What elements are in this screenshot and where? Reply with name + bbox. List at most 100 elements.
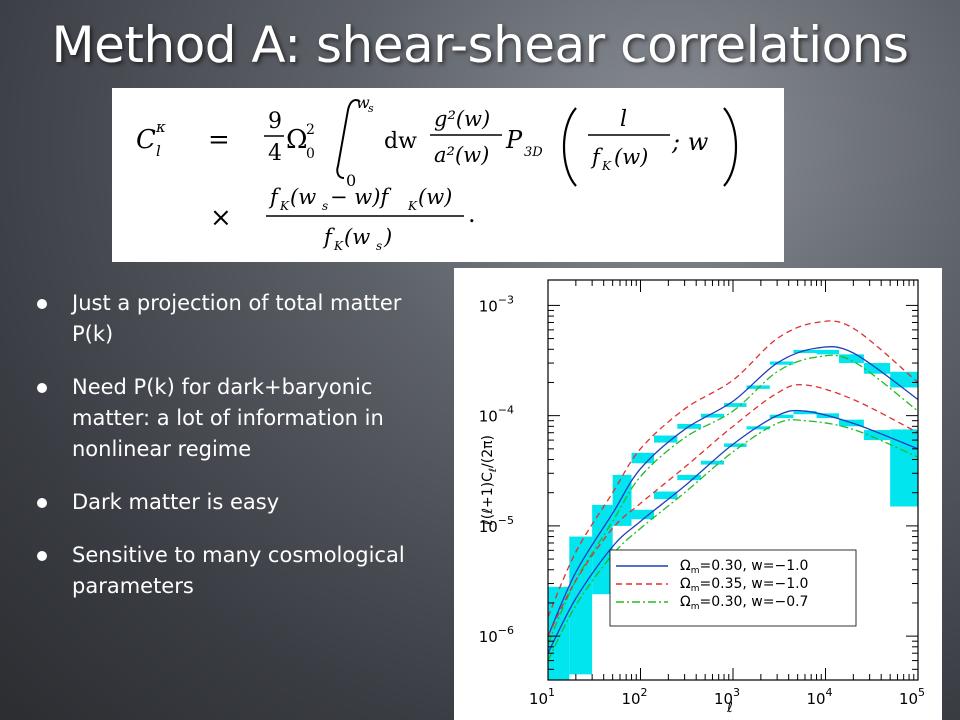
chart-legend: Ωm=0.30, w=−1.0Ωm=0.35, w=−1.0Ωm=0.30, w… [609, 549, 857, 627]
bullet-dot-icon [37, 551, 47, 561]
error-box [769, 361, 794, 365]
error-box [612, 474, 632, 526]
formula-omega-sup: 2 [306, 122, 315, 138]
formula-svg: C l κ = 9 4 Ω 0 2 w s 0 dw g²(w) a²(w) P… [136, 93, 738, 253]
x-tick-label: 102 [621, 686, 647, 708]
bullet-text: Sensitive to many cosmological parameter… [72, 543, 405, 598]
bullet-item: Sensitive to many cosmological parameter… [32, 540, 442, 602]
formula-num2: f [268, 185, 281, 209]
formula-a-den: a²(w) [434, 143, 489, 167]
error-box [569, 536, 593, 675]
model-curves [548, 320, 918, 661]
error-box [816, 349, 840, 355]
series-line-2 [548, 354, 918, 645]
error-box [890, 371, 918, 388]
x-tick-label: 101 [529, 686, 555, 708]
legend-label: Ωm=0.30, w=−1.0 [680, 558, 808, 576]
formula-num2-sub: K [279, 199, 290, 213]
error-box [793, 411, 817, 415]
bullet-text: Dark matter is easy [72, 490, 280, 514]
series-line-1 [548, 320, 918, 617]
legend-label: Ωm=0.30, w=−0.7 [680, 594, 808, 612]
formula-num2-arg: (w [290, 185, 316, 209]
error-box [724, 443, 747, 447]
formula-p3d-sub: 3D [524, 145, 543, 160]
formula-int-upper: w [356, 93, 370, 112]
integral-sign [336, 99, 361, 179]
bullet-list: Just a projection of total matter P(k) N… [32, 288, 442, 624]
formula-fk-den-sub: K [601, 159, 612, 173]
formula-fk-den-arg: (w) [614, 145, 648, 169]
formula-num2-rest: − w)f [330, 185, 391, 209]
formula-fk-den: f [590, 145, 603, 169]
formula-image: C l κ = 9 4 Ω 0 2 w s 0 dw g²(w) a²(w) P… [112, 88, 784, 262]
x-tick-label: 103 [714, 686, 740, 708]
bullet-item: Just a projection of total matter P(k) [32, 288, 442, 350]
bullet-item: Dark matter is easy [32, 487, 442, 518]
error-box [548, 586, 570, 680]
error-box [769, 414, 794, 419]
formula-int-upper-sub: s [368, 102, 374, 115]
formula-dw: dw [384, 129, 417, 154]
x-tick-label: 105 [899, 686, 925, 708]
error-box [677, 474, 701, 481]
error-box [700, 460, 725, 465]
bullet-item: Need P(k) for dark+baryonic matter: a lo… [32, 372, 442, 465]
formula-den2: f [322, 225, 335, 249]
formula-times: × [210, 203, 232, 233]
bullet-dot-icon [37, 383, 47, 393]
bullet-text: Just a projection of total matter P(k) [72, 291, 402, 346]
formula-paren-right [723, 107, 738, 187]
x-axis-label: ℓ [726, 700, 733, 716]
formula-omega: Ω [286, 125, 308, 155]
legend-label: Ωm=0.35, w=−1.0 [680, 576, 808, 594]
formula-omega-sub: 0 [306, 146, 315, 162]
y-axis-label: ℓ(ℓ+1)Cℓ/(2π) [480, 435, 499, 526]
error-box [724, 403, 747, 407]
y-axis-label-main: ℓ(ℓ+1)C [480, 472, 496, 526]
error-box [746, 426, 770, 430]
bullet-dot-icon [37, 299, 47, 309]
formula-coef-num: 9 [268, 109, 282, 134]
error-box [746, 385, 770, 389]
y-tick-label: 10−3 [479, 293, 514, 315]
formula-p3d: P [505, 126, 523, 154]
error-box [631, 509, 655, 520]
formula-lhs: C [136, 125, 156, 155]
error-box [700, 413, 725, 418]
error-box [654, 435, 678, 443]
formula-equals: = [208, 125, 230, 155]
formula-g-num: g²(w) [434, 107, 490, 131]
formula-num2-rest-arg: (w) [418, 185, 452, 209]
chart-panel: 101 102 103 104 105 10−6 10−5 10−4 10−3 Ωm=0.30,… [454, 268, 942, 720]
y-axis-label-text: ℓ(ℓ+1)Cℓ/(2π) [480, 435, 499, 526]
x-tick-label: 104 [806, 686, 832, 708]
error-box [839, 354, 864, 364]
formula-den2-close: ) [383, 225, 392, 249]
formula-coef-den: 4 [268, 141, 282, 166]
formula-num2-arg-sub: s [322, 199, 328, 213]
formula-l-num: l [620, 107, 627, 132]
formula-lhs-sup: κ [155, 118, 166, 136]
bullet-dot-icon [37, 498, 47, 508]
error-box [793, 349, 817, 354]
error-boxes [548, 349, 918, 680]
y-axis-label-sub: ℓ [488, 468, 499, 472]
formula-den2-arg: (w [344, 225, 370, 249]
y-tick-label: 10−5 [479, 514, 514, 536]
error-box [631, 452, 655, 464]
error-box [890, 429, 918, 507]
bullet-text: Need P(k) for dark+baryonic matter: a lo… [72, 375, 384, 461]
axis-ticks: 101 102 103 104 105 10−6 10−5 10−4 10−3 [479, 280, 925, 708]
error-box [592, 504, 613, 595]
slide-title: Method A: shear-shear correlations [51, 16, 909, 74]
error-box [863, 430, 891, 441]
chart-svg: 101 102 103 104 105 10−6 10−5 10−4 10−3 Ωm=0.30,… [479, 279, 925, 716]
formula-den2-arg-sub: s [376, 239, 382, 253]
formula-int-lower: 0 [346, 171, 356, 190]
y-tick-label: 10−6 [479, 624, 514, 646]
formula-period: . [468, 200, 476, 228]
legend-box [609, 549, 857, 627]
series-line-5 [548, 419, 918, 661]
formula-paren-left [562, 107, 577, 187]
